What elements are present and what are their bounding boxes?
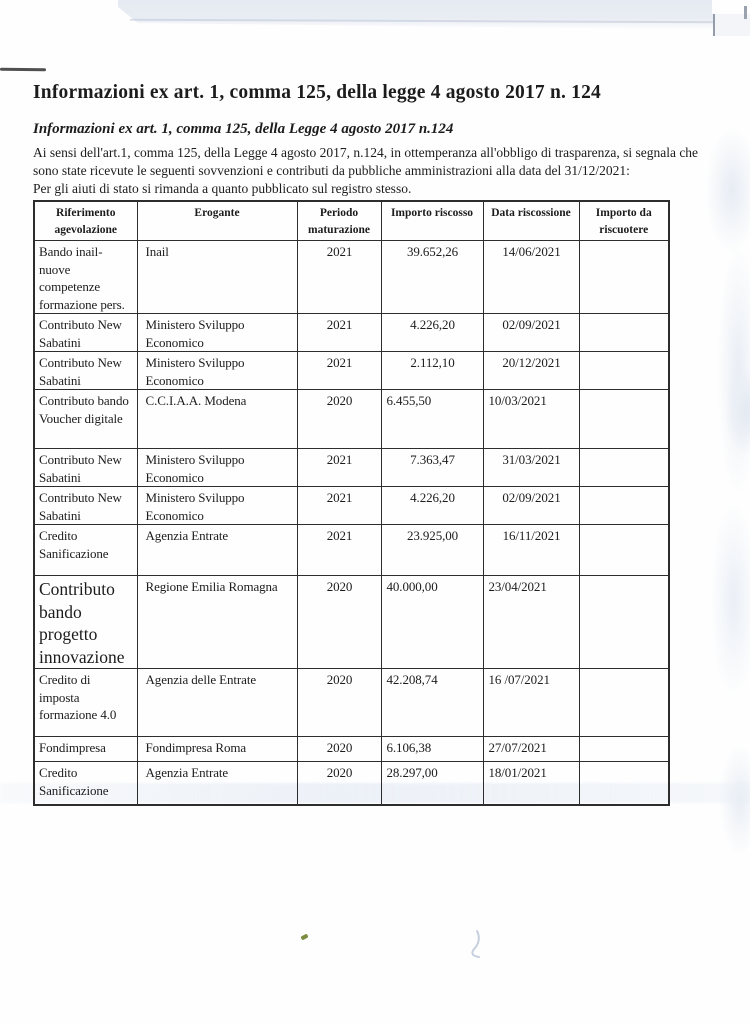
cell-data-riscossione: 16 /07/2021 xyxy=(482,668,580,737)
cell-importo-da-riscuotere xyxy=(578,761,670,805)
table-row: Credito Sanificazione Agenzia Entrate 2020… xyxy=(33,761,670,805)
cell-importo-da-riscuotere xyxy=(578,389,670,449)
page-corner-artifact xyxy=(713,14,750,36)
cell-periodo: 2020 xyxy=(296,668,382,737)
scan-sliver-artifact xyxy=(744,6,747,19)
header-importo-da-riscuotere: Importo da riscuotere xyxy=(578,200,670,241)
table-row: Contributo New Sabatini Ministero Svilupp… xyxy=(33,448,670,487)
cell-importo-riscosso: 39.652,26 xyxy=(380,240,484,314)
document-body: Informazioni ex art. 1, comma 125, della… xyxy=(33,0,699,806)
cell-importo-riscosso: 7.363,47 xyxy=(380,448,484,487)
cell-importo-riscosso: 6.455,50 xyxy=(380,389,484,449)
cell-data-riscossione: 16/11/2021 xyxy=(482,524,580,576)
cell-periodo: 2021 xyxy=(296,240,382,314)
contributions-table: Riferimento agevolazione Erogante Periodo … xyxy=(33,200,670,806)
header-erogante: Erogante xyxy=(136,200,298,241)
cell-data-riscossione: 10/03/2021 xyxy=(482,389,580,449)
cell-riferimento: Credito di imposta formazione 4.0 xyxy=(33,668,138,737)
cell-erogante: C.C.I.A.A. Modena xyxy=(136,389,298,449)
cell-data-riscossione: 02/09/2021 xyxy=(482,313,580,352)
cell-erogante: Agenzia Entrate xyxy=(136,524,298,576)
cell-periodo: 2020 xyxy=(296,736,382,762)
header-periodo-maturazione: Periodo maturazione xyxy=(296,200,382,241)
cell-importo-da-riscuotere xyxy=(578,351,670,390)
cell-periodo: 2021 xyxy=(296,486,382,525)
cell-importo-da-riscuotere xyxy=(578,524,670,576)
cell-importo-da-riscuotere xyxy=(578,575,670,669)
cell-data-riscossione: 27/07/2021 xyxy=(482,736,580,762)
cell-data-riscossione: 31/03/2021 xyxy=(482,448,580,487)
cell-erogante: Agenzia delle Entrate xyxy=(136,668,298,737)
cell-data-riscossione: 18/01/2021 xyxy=(482,761,580,805)
cell-periodo: 2021 xyxy=(296,313,382,352)
cell-data-riscossione: 02/09/2021 xyxy=(482,486,580,525)
cell-importo-riscosso: 42.208,74 xyxy=(380,668,484,737)
note-line: Per gli aiuti di stato si rimanda a quan… xyxy=(33,181,412,196)
cell-riferimento: Contributo bando Voucher digitale xyxy=(33,389,138,449)
cell-importo-da-riscuotere xyxy=(578,240,670,314)
header-riferimento-agevolazione: Riferimento agevolazione xyxy=(33,200,138,241)
cell-riferimento: Contributo New Sabatini xyxy=(33,351,138,390)
cell-riferimento: Bando inail-nuove competenze formazione … xyxy=(33,240,138,314)
table-row: Credito di imposta formazione 4.0 Agenzia… xyxy=(33,668,670,737)
cell-importo-da-riscuotere xyxy=(578,486,670,525)
cell-periodo: 2021 xyxy=(296,448,382,487)
cell-importo-riscosso: 6.106,38 xyxy=(380,736,484,762)
intro-line-1: Ai sensi dell'art.1, comma 125, della Le… xyxy=(33,145,699,160)
cell-data-riscossione: 23/04/2021 xyxy=(482,575,580,669)
cell-erogante: Ministero Sviluppo Economico xyxy=(136,486,298,525)
cell-importo-riscosso: 4.226,20 xyxy=(380,486,484,525)
table-row: Bando inail-nuove competenze formazione … xyxy=(33,240,670,314)
table-header-row: Riferimento agevolazione Erogante Periodo … xyxy=(33,200,670,241)
cell-erogante: Ministero Sviluppo Economico xyxy=(136,351,298,390)
header-importo-riscosso: Importo riscosso xyxy=(380,200,484,241)
cell-importo-riscosso: 40.000,00 xyxy=(380,575,484,669)
cell-erogante: Fondimpresa Roma xyxy=(136,736,298,762)
cell-periodo: 2021 xyxy=(296,351,382,390)
cell-periodo: 2020 xyxy=(296,389,382,449)
cell-erogante: Regione Emilia Romagna xyxy=(136,575,298,669)
cell-riferimento: Contributo New Sabatini xyxy=(33,313,138,352)
cell-riferimento: Fondimpresa xyxy=(33,736,138,762)
cell-importo-da-riscuotere xyxy=(578,668,670,737)
cell-importo-da-riscuotere xyxy=(578,736,670,762)
cell-importo-riscosso: 4.226,20 xyxy=(380,313,484,352)
table-row: Contributo bando progetto innovazione Reg… xyxy=(33,575,670,669)
cell-erogante: Inail xyxy=(136,240,298,314)
cell-data-riscossione: 20/12/2021 xyxy=(482,351,580,390)
document-title: Informazioni ex art. 1, comma 125, della… xyxy=(33,82,601,103)
cell-periodo: 2020 xyxy=(296,761,382,805)
ink-speck-artifact xyxy=(300,933,309,941)
table-row: Contributo bando Voucher digitale C.C.I.A… xyxy=(33,389,670,449)
cell-importo-riscosso: 2.112,10 xyxy=(380,351,484,390)
cell-erogante: Agenzia Entrate xyxy=(136,761,298,805)
cell-riferimento: Contributo New Sabatini xyxy=(33,486,138,525)
pen-squiggle-artifact xyxy=(466,928,484,967)
scan-shadow-right-artifact xyxy=(690,40,750,860)
table-row: Fondimpresa Fondimpresa Roma 2020 6.106,38 2… xyxy=(33,736,670,762)
table-row: Contributo New Sabatini Ministero Svilupp… xyxy=(33,486,670,525)
cell-riferimento: Contributo bando progetto innovazione xyxy=(33,575,138,669)
table-row: Contributo New Sabatini Ministero Svilupp… xyxy=(33,351,670,390)
intro-line-2: sono state ricevute le seguenti sovvenzi… xyxy=(33,163,630,178)
cell-importo-da-riscuotere xyxy=(578,448,670,487)
cell-periodo: 2020 xyxy=(296,575,382,669)
cell-importo-da-riscuotere xyxy=(578,313,670,352)
cell-erogante: Ministero Sviluppo Economico xyxy=(136,448,298,487)
header-data-riscossione: Data riscossione xyxy=(482,200,580,241)
table-row: Contributo New Sabatini Ministero Svilupp… xyxy=(33,313,670,352)
cell-riferimento: Credito Sanificazione xyxy=(33,524,138,576)
cell-data-riscossione: 14/06/2021 xyxy=(482,240,580,314)
cell-riferimento: Contributo New Sabatini xyxy=(33,448,138,487)
cell-periodo: 2021 xyxy=(296,524,382,576)
document-subtitle: Informazioni ex art. 1, comma 125, della… xyxy=(33,121,454,137)
table-row: Credito Sanificazione Agenzia Entrate 2021… xyxy=(33,524,670,576)
cell-importo-riscosso: 28.297,00 xyxy=(380,761,484,805)
cell-riferimento: Credito Sanificazione xyxy=(33,761,138,805)
cell-importo-riscosso: 23.925,00 xyxy=(380,524,484,576)
cell-erogante: Ministero Sviluppo Economico xyxy=(136,313,298,352)
